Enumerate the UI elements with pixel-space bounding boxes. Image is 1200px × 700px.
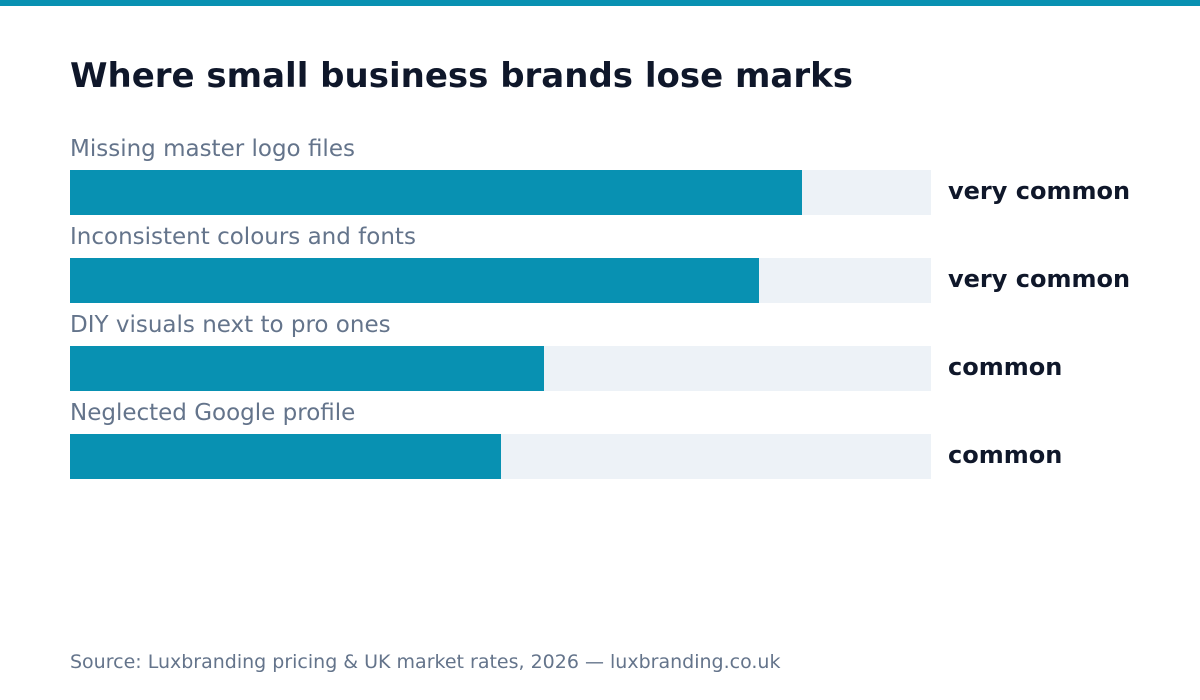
bar-chart: Missing master logo files very common Inco… <box>70 134 1150 486</box>
value-label: common <box>948 353 1063 381</box>
category-label: Inconsistent colours and fonts <box>70 224 416 250</box>
bar <box>70 434 501 479</box>
bar-row: Neglected Google profile common <box>70 398 1150 486</box>
category-label: Missing master logo files <box>70 136 355 162</box>
bar <box>70 170 802 215</box>
bar-track <box>70 434 931 479</box>
value-label: very common <box>948 177 1131 205</box>
bar-track <box>70 346 931 391</box>
source-note: Source: Luxbranding pricing & UK market … <box>70 651 781 673</box>
value-label: very common <box>948 265 1131 293</box>
category-label: Neglected Google profile <box>70 400 356 426</box>
bar <box>70 258 759 303</box>
value-label: common <box>948 441 1063 469</box>
bar-row: Inconsistent colours and fonts very commo… <box>70 222 1150 310</box>
bar-track <box>70 170 931 215</box>
bar-track <box>70 258 931 303</box>
top-accent-bar <box>0 0 1200 6</box>
bar-row: DIY visuals next to pro ones common <box>70 310 1150 398</box>
bar <box>70 346 544 391</box>
category-label: DIY visuals next to pro ones <box>70 312 391 338</box>
bar-row: Missing master logo files very common <box>70 134 1150 222</box>
chart-title: Where small business brands lose marks <box>70 56 853 96</box>
